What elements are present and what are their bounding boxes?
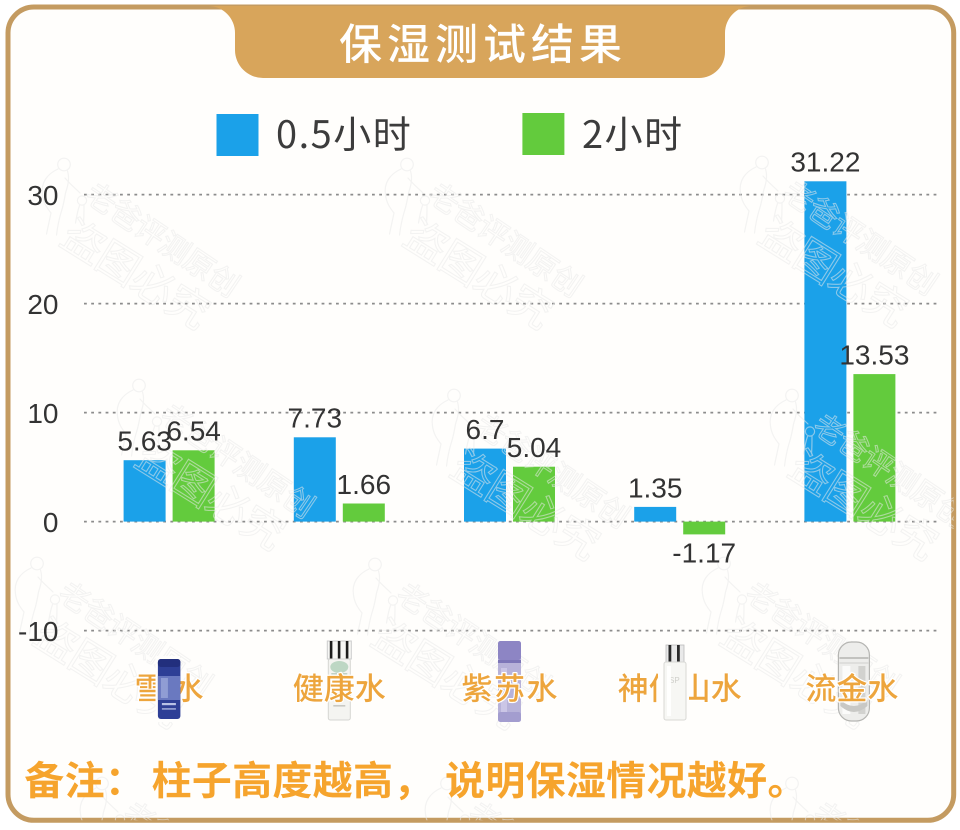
svg-text:30: 30: [27, 180, 58, 211]
svg-text:1.35: 1.35: [628, 472, 683, 503]
svg-text:-10: -10: [18, 616, 58, 647]
svg-text:5.04: 5.04: [507, 432, 562, 463]
svg-text:-1.17: -1.17: [672, 538, 736, 569]
svg-text:6.54: 6.54: [166, 416, 221, 447]
svg-text:6.7: 6.7: [466, 414, 505, 445]
svg-text:7.73: 7.73: [288, 403, 343, 434]
svg-text:SP: SP: [669, 676, 680, 685]
svg-text:31.22: 31.22: [790, 147, 860, 178]
svg-text:1.66: 1.66: [337, 469, 392, 500]
svg-text:13.53: 13.53: [839, 340, 909, 371]
svg-text:0: 0: [43, 507, 59, 538]
svg-text:20: 20: [27, 289, 58, 320]
svg-text:5.63: 5.63: [117, 426, 172, 457]
svg-text:10: 10: [27, 398, 58, 429]
